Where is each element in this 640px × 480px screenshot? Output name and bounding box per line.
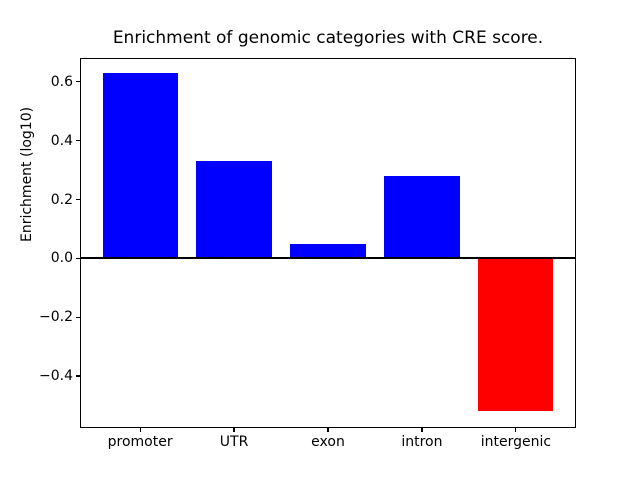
x-tick-mark	[515, 427, 517, 432]
zero-line	[80, 257, 576, 260]
x-tick-mark	[233, 427, 235, 432]
y-tick-label: 0.2	[50, 191, 73, 208]
bar-UTR	[196, 161, 272, 259]
x-tick-label-intron: intron	[401, 434, 443, 450]
y-tick-label: 0.0	[50, 250, 73, 267]
y-tick-mark	[75, 257, 80, 259]
y-tick-mark	[75, 316, 80, 318]
x-tick-label-exon: exon	[311, 434, 345, 450]
y-tick-mark	[75, 140, 80, 142]
y-tick-mark	[75, 198, 80, 201]
y-tick-label: 0.6	[50, 73, 73, 90]
bar-intergenic	[478, 258, 554, 412]
x-tick-mark	[327, 427, 329, 432]
x-tick-mark	[421, 427, 423, 432]
y-tick-label: −0.2	[39, 309, 73, 326]
x-tick-label-UTR: UTR	[219, 434, 249, 450]
bar-promoter	[102, 73, 178, 259]
x-tick-label-intergenic: intergenic	[480, 434, 552, 450]
y-tick-label: 0.4	[50, 132, 73, 149]
y-tick-label: −0.4	[39, 368, 73, 385]
x-tick-mark	[139, 427, 141, 432]
y-tick-mark	[75, 375, 80, 377]
y-tick-mark	[75, 81, 80, 83]
bar-exon	[290, 243, 366, 259]
chart-title: Enrichment of genomic categories with CR…	[112, 28, 544, 48]
bar-intron	[384, 176, 460, 259]
x-tick-label-promoter: promoter	[107, 434, 173, 450]
